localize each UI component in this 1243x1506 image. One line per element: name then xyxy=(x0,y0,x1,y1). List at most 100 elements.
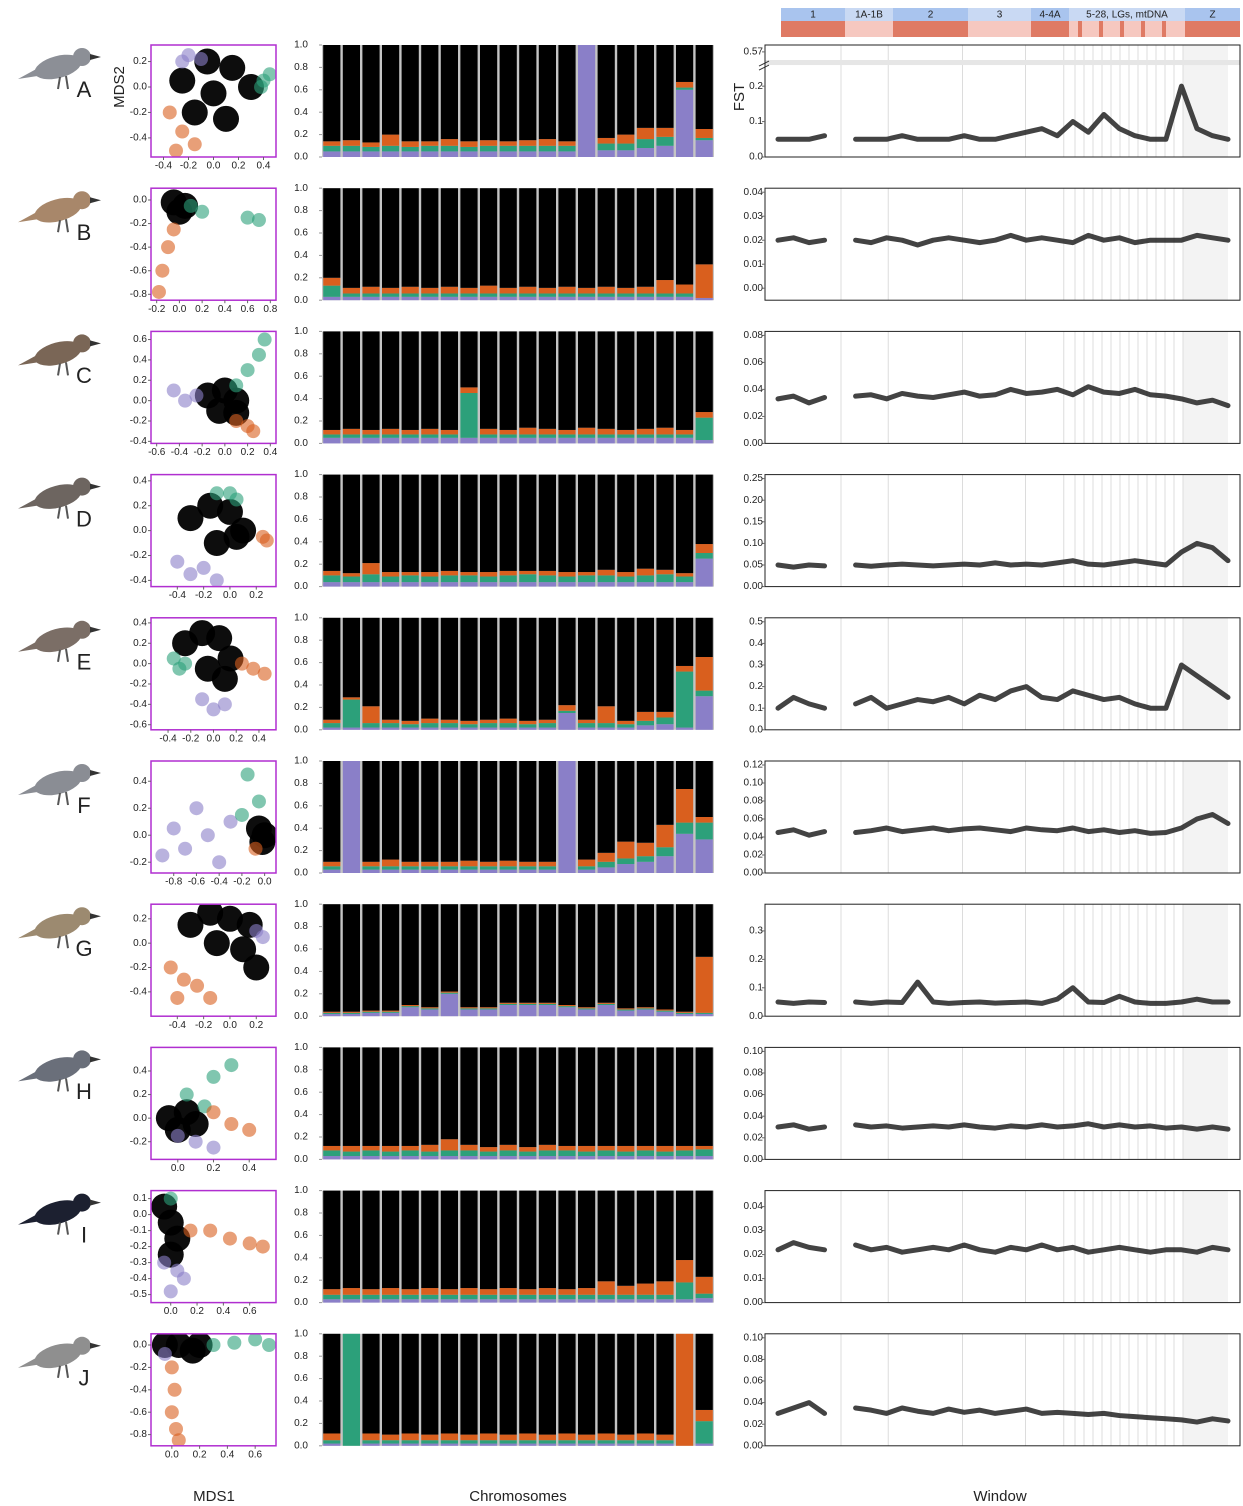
bar-segment xyxy=(421,1152,438,1156)
y-tick-label: 0.02 xyxy=(744,850,764,861)
bar-segment xyxy=(637,128,654,139)
x-tick-label: 0.0 xyxy=(218,447,232,458)
x-axis-label: Chromosomes xyxy=(469,1488,567,1505)
bar-segment xyxy=(539,1005,556,1016)
bar-segment xyxy=(696,1149,713,1156)
y-tick-label: 0.0 xyxy=(294,581,308,592)
bar-segment xyxy=(343,1013,360,1014)
y-tick-label: 0.2 xyxy=(133,56,147,67)
bar-segment xyxy=(460,1009,477,1016)
x-tick-label: 0.0 xyxy=(165,1449,179,1460)
bar-segment xyxy=(676,188,693,284)
bar-segment xyxy=(402,438,419,444)
bar-segment xyxy=(362,1191,379,1290)
bar-segment xyxy=(441,575,458,582)
bar-segment xyxy=(441,45,458,139)
y-tick-label: 0.0 xyxy=(294,868,308,879)
chromosome-stripe xyxy=(1120,21,1124,37)
bar-segment xyxy=(637,1009,654,1016)
bar-segment xyxy=(637,1284,654,1295)
y-tick-label: -0.4 xyxy=(130,699,148,710)
bar-segment xyxy=(362,1146,379,1150)
bar-segment xyxy=(362,475,379,563)
bar-segment xyxy=(323,1014,340,1016)
bar-segment xyxy=(637,761,654,843)
bar-segment xyxy=(539,1004,556,1005)
y-tick-label: -0.2 xyxy=(130,107,148,118)
bar-segment xyxy=(500,434,517,437)
bar-segment xyxy=(598,1281,615,1294)
y-tick-label: -0.1 xyxy=(130,1225,148,1236)
bar-segment xyxy=(382,434,399,437)
bar-segment xyxy=(402,1146,419,1150)
scatter-plot xyxy=(167,620,272,716)
bar-segment xyxy=(382,151,399,157)
bar-segment xyxy=(519,618,536,721)
bar-segment xyxy=(578,870,595,873)
bar-segment xyxy=(539,1156,556,1159)
bar-segment xyxy=(323,870,340,873)
bar-segment xyxy=(323,1444,340,1446)
bar-segment xyxy=(382,188,399,288)
bird-leg xyxy=(58,507,60,519)
bar-segment xyxy=(578,1334,595,1435)
bar-segment xyxy=(676,666,693,672)
bar-segment xyxy=(519,331,536,427)
z-shade xyxy=(1183,1047,1228,1159)
bar-segment xyxy=(519,434,536,437)
x-tick-label: 0.0 xyxy=(207,161,221,172)
bar-segment xyxy=(402,1191,419,1290)
plot-background xyxy=(322,188,714,300)
bird-head xyxy=(73,478,91,496)
bar-segment xyxy=(402,188,419,287)
point xyxy=(155,848,169,862)
chromosome-band-lower xyxy=(893,21,968,37)
bar-segment xyxy=(656,825,673,847)
y-tick-label: 1.0 xyxy=(294,1185,308,1196)
bar-segment xyxy=(656,475,673,570)
y-axis-label: FST xyxy=(731,83,748,111)
bar-segment xyxy=(421,1009,438,1016)
bar-segment xyxy=(421,618,438,719)
bar-segment xyxy=(402,1444,419,1446)
x-tick-label: -0.8 xyxy=(165,877,183,888)
bar-segment xyxy=(676,438,693,444)
bar-segment xyxy=(480,761,497,862)
bar-segment xyxy=(382,572,399,576)
point xyxy=(183,567,197,581)
bar-segment xyxy=(460,866,477,869)
bar-segment xyxy=(578,761,595,860)
bar-segment xyxy=(323,571,340,575)
y-tick-label: 0.2 xyxy=(294,272,308,283)
bar-segment xyxy=(539,1440,556,1443)
panel-frame xyxy=(765,475,1240,587)
bar-segment xyxy=(362,45,379,142)
point xyxy=(165,1360,179,1374)
bar-segment xyxy=(598,1440,615,1443)
x-tick-label: -0.4 xyxy=(159,733,177,744)
panel-frame xyxy=(765,761,1240,873)
scatter-plot xyxy=(164,900,270,1005)
bar-segment xyxy=(558,297,575,300)
panel-letter: D xyxy=(76,506,92,531)
bar-segment xyxy=(441,1440,458,1443)
bar-segment xyxy=(676,297,693,300)
bar-segment xyxy=(676,904,693,1012)
y-tick-label: 0.01 xyxy=(744,259,764,270)
y-tick-label: 0.1 xyxy=(749,982,763,993)
bar-segment xyxy=(578,618,595,720)
bar-segment xyxy=(480,1009,497,1016)
point xyxy=(167,383,181,397)
y-tick-label: 0.2 xyxy=(294,702,308,713)
y-tick-label: 0.4 xyxy=(294,966,308,977)
y-tick-label: 0.2 xyxy=(294,559,308,570)
bar-segment xyxy=(598,297,615,300)
bird-beak xyxy=(90,770,101,776)
bar-segment xyxy=(402,141,419,147)
bird-head xyxy=(73,1050,91,1068)
bar-segment xyxy=(598,1047,615,1146)
bar-segment xyxy=(676,789,693,823)
chromosome-stripe xyxy=(1110,21,1114,37)
point xyxy=(175,55,189,69)
point xyxy=(169,144,183,158)
